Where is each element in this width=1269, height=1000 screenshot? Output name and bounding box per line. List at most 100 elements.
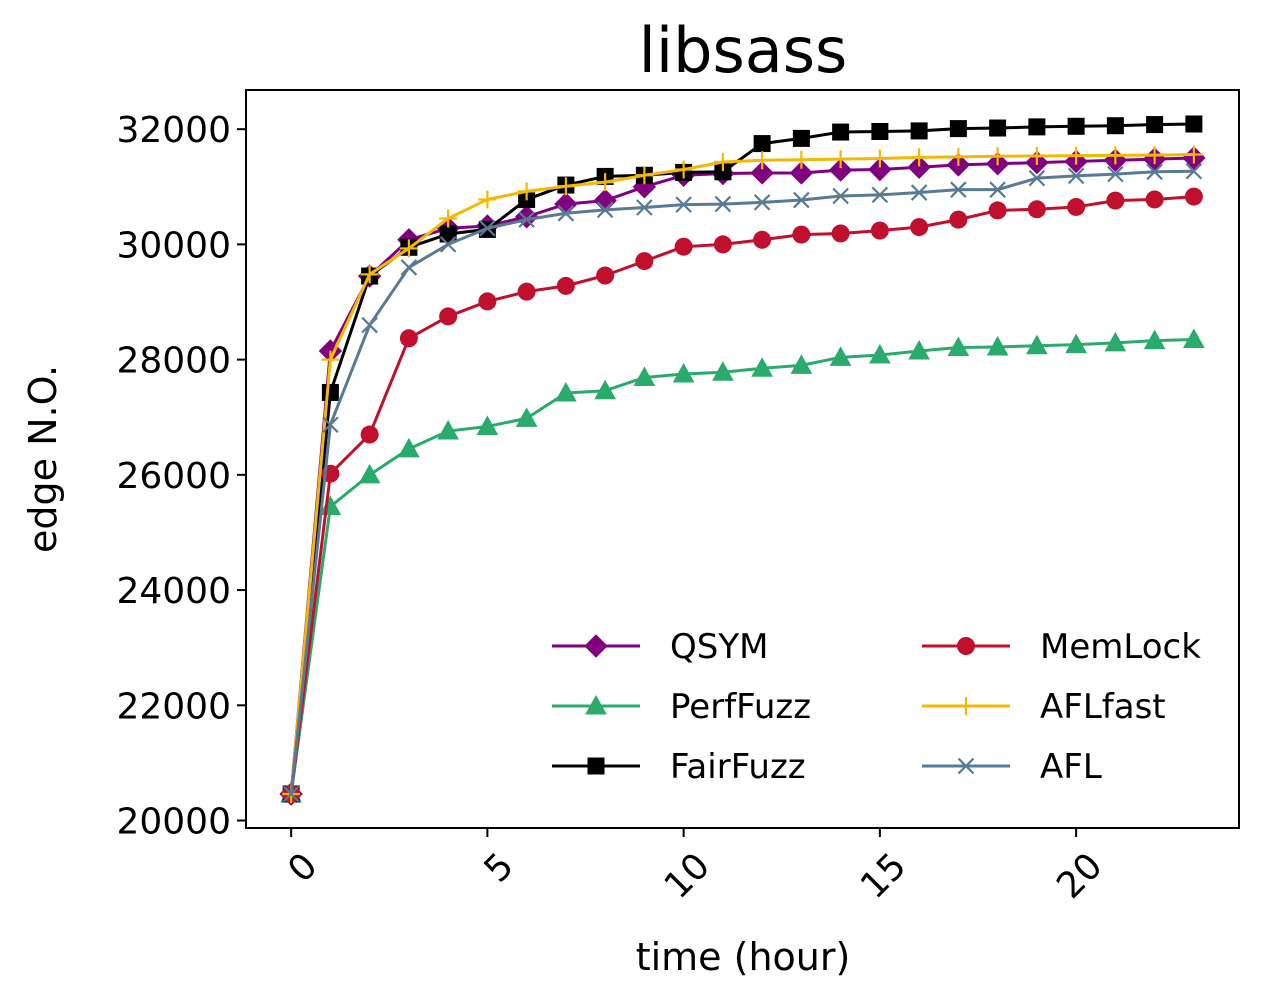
legend-marker-fairfuzz: [587, 757, 605, 775]
data-point-aflfast: [478, 190, 497, 209]
data-point-aflfast: [753, 151, 772, 170]
data-point-perffuzz: [358, 463, 381, 484]
series-perffuzz: [280, 328, 1205, 803]
data-point-fairfuzz: [753, 135, 771, 153]
data-point-afl: [518, 211, 535, 228]
data-point-afl: [557, 205, 575, 222]
data-point-fairfuzz: [714, 163, 732, 181]
data-point-memlock: [792, 225, 811, 244]
legend-label: PerfFuzz: [670, 687, 811, 727]
data-point-perffuzz: [1183, 328, 1205, 348]
data-point-perffuzz: [398, 437, 420, 458]
data-point-memlock: [713, 235, 732, 254]
plot-area-frame: [245, 89, 1240, 829]
data-point-memlock: [753, 230, 772, 249]
data-point-fairfuzz: [792, 129, 810, 147]
data-point-perffuzz: [476, 415, 499, 435]
legend-marker-perffuzz: [585, 694, 607, 715]
data-point-afl: [596, 201, 614, 219]
data-point-afl: [361, 316, 378, 334]
y-tick-label: 22000: [116, 686, 231, 727]
data-point-aflfast: [831, 150, 850, 169]
x-axis-label: time (hour): [636, 935, 851, 979]
data-point-aflfast: [870, 149, 889, 168]
data-point-fairfuzz: [832, 123, 850, 141]
legend: QSYM PerfFuzz FairFuzz MemLock AFLfast AFL: [552, 627, 1201, 787]
data-point-memlock: [910, 218, 929, 237]
legend-item-afl: AFL: [922, 747, 1102, 787]
y-tick-label: 24000: [116, 571, 231, 612]
data-point-qsym: [593, 188, 617, 213]
data-point-perffuzz: [1143, 329, 1166, 350]
data-point-aflfast: [792, 150, 811, 169]
data-point-perffuzz: [1104, 331, 1127, 352]
series-line-afl: [289, 169, 1194, 795]
x-tick-label: 10: [657, 845, 718, 906]
data-point-qsym: [750, 161, 774, 185]
data-point-perffuzz: [829, 346, 852, 366]
data-point-memlock: [360, 425, 379, 444]
data-point-afl: [793, 191, 810, 209]
data-point-fairfuzz: [1146, 116, 1164, 134]
legend-item-aflfast: AFLfast: [922, 687, 1166, 727]
data-point-fairfuzz: [1106, 117, 1124, 135]
legend-marker-memlock: [957, 637, 975, 655]
data-point-memlock: [635, 252, 654, 271]
data-point-afl: [1028, 169, 1046, 187]
y-tick-label: 26000: [116, 456, 231, 497]
data-point-perffuzz: [712, 361, 734, 381]
data-point-qsym: [789, 161, 814, 185]
data-point-afl: [1185, 162, 1203, 180]
data-point-aflfast: [517, 182, 536, 201]
data-point-aflfast: [321, 350, 340, 369]
data-point-fairfuzz: [1185, 115, 1203, 133]
data-point-perffuzz: [790, 354, 813, 374]
legend-item-memlock: MemLock: [922, 627, 1201, 667]
data-point-memlock: [949, 210, 968, 229]
data-point-afl: [832, 187, 849, 205]
data-point-qsym: [828, 158, 853, 182]
data-point-aflfast: [713, 153, 732, 172]
data-point-perffuzz: [947, 336, 970, 357]
series-layer: [279, 115, 1206, 806]
legend-label: FairFuzz: [670, 747, 806, 787]
data-point-memlock: [517, 282, 536, 301]
data-point-qsym: [554, 192, 578, 216]
data-point-aflfast: [1106, 146, 1125, 165]
data-point-perffuzz: [869, 343, 891, 364]
data-point-memlock: [1145, 190, 1164, 209]
series-aflfast: [282, 145, 1203, 804]
legend-item-perffuzz: PerfFuzz: [552, 687, 811, 727]
data-point-perffuzz: [672, 362, 695, 383]
data-point-aflfast: [674, 160, 693, 179]
data-point-aflfast: [1027, 146, 1046, 165]
data-point-memlock: [399, 329, 418, 348]
data-point-perffuzz: [633, 366, 656, 386]
legend-label: MemLock: [1040, 627, 1201, 667]
legend-label: AFL: [1040, 747, 1102, 787]
data-point-perffuzz: [594, 379, 616, 400]
data-point-aflfast: [360, 265, 379, 284]
data-point-memlock: [1106, 191, 1125, 210]
data-point-aflfast: [596, 173, 615, 192]
data-point-fairfuzz: [949, 120, 967, 138]
data-point-qsym: [514, 205, 539, 229]
data-point-memlock: [1027, 200, 1046, 219]
data-point-aflfast: [1184, 145, 1203, 164]
data-point-perffuzz: [1026, 334, 1048, 355]
x-tick-label: 15: [853, 845, 914, 906]
data-point-afl: [989, 181, 1006, 198]
data-point-memlock: [478, 292, 497, 311]
data-point-memlock: [1184, 187, 1203, 206]
data-point-perffuzz: [751, 357, 773, 377]
data-point-memlock: [988, 201, 1007, 220]
data-point-afl: [1146, 163, 1163, 181]
chart-title: libsass: [639, 14, 848, 87]
data-point-fairfuzz: [439, 225, 457, 243]
data-point-afl: [282, 785, 300, 803]
data-point-afl: [871, 186, 889, 204]
data-point-fairfuzz: [1067, 117, 1085, 135]
legend-label: AFLfast: [1040, 687, 1166, 727]
data-point-fairfuzz: [910, 122, 928, 140]
data-point-afl: [950, 181, 967, 198]
